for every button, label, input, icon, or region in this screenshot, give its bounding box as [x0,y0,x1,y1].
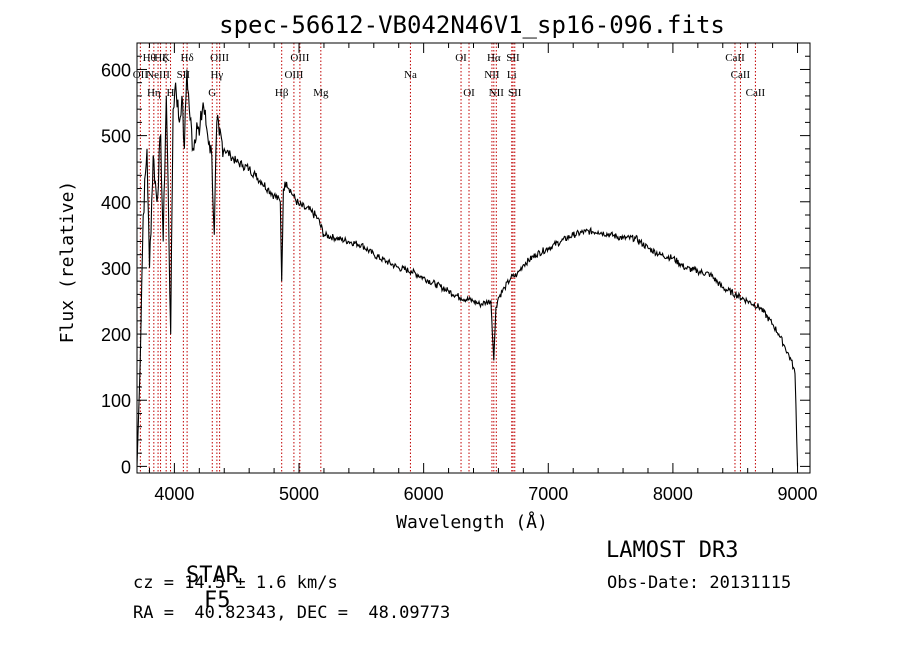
y-tick-label-4: 400 [101,193,131,213]
line-label-25: CaII [725,52,745,64]
x-tick-label-1: 5000 [279,484,319,504]
spectrum-chart: spec-56612-VB042N46V1_sp16-096.fits OIIH… [57,11,818,533]
class-value: STAR [185,563,239,588]
line-label-27: CaII [746,87,766,99]
plot-frame [136,42,811,474]
y-axis: 0 100 200 300 400 500 600 [101,55,810,477]
line-label-9: G [208,87,216,99]
y-tick-label-3: 300 [101,259,131,279]
line-label-19: NII [484,69,500,81]
y-tick-label-2: 200 [101,325,131,345]
line-label-24: SII [508,87,522,99]
line-label-22: Li [507,69,517,81]
y-tick-label-1: 100 [101,391,131,411]
line-label-21: NII [489,87,505,99]
y-tick-label-6: 600 [101,60,131,80]
survey-name: LAMOST DR3 [606,538,739,563]
x-tick-label-3: 7000 [528,484,568,504]
coordinates: RA = 40.82343, DEC = 48.09773 [133,603,451,623]
line-label-6: H [167,87,175,99]
x-tick-label-5: 9000 [778,484,818,504]
subclass-value: F5 [203,588,231,613]
emission-line-markers [139,43,756,473]
line-label-3: NeIII [146,69,170,81]
y-tick-label-0: 0 [121,457,131,477]
line-label-17: OI [455,52,467,64]
line-label-16: Na [404,69,417,81]
line-label-23: SII [506,52,520,64]
line-label-7: SII [177,69,191,81]
line-label-5: K [162,52,170,64]
y-tick-label-5: 500 [101,127,131,147]
emission-line-labels: OIIHθHηNeIIIHζKHSIIHδGHγOIIIHβOIIIOIIIMg… [133,52,766,99]
line-label-1: Hθ [143,52,156,64]
line-label-14: OIII [290,52,309,64]
line-label-26: CaII [731,69,751,81]
spectrum-series-line [137,69,799,467]
line-label-11: OIII [210,52,229,64]
line-label-18: OI [463,87,475,99]
line-label-20: Hα [487,52,501,64]
line-label-2: Hη [147,87,161,99]
x-axis-label: Wavelength (Å) [396,511,548,533]
x-axis: 4000 5000 6000 7000 8000 9000 [148,43,818,504]
line-label-13: OIII [284,69,303,81]
line-label-10: Hγ [210,69,223,81]
line-label-12: Hβ [275,87,289,99]
x-tick-label-4: 8000 [653,484,693,504]
chart-title: spec-56612-VB042N46V1_sp16-096.fits [219,11,725,39]
object-class: STAR F5 [133,538,239,638]
observation-date: Obs-Date: 20131115 [607,573,792,593]
redshift-value: cz = 14.5 ± 1.6 km/s [133,573,338,593]
line-label-15: Mg [313,87,329,99]
x-tick-label-0: 4000 [154,484,194,504]
line-label-4: Hζ [154,52,167,64]
y-axis-label: Flux (relative) [57,181,78,344]
line-label-8: Hδ [181,52,194,64]
x-tick-label-2: 6000 [404,484,444,504]
